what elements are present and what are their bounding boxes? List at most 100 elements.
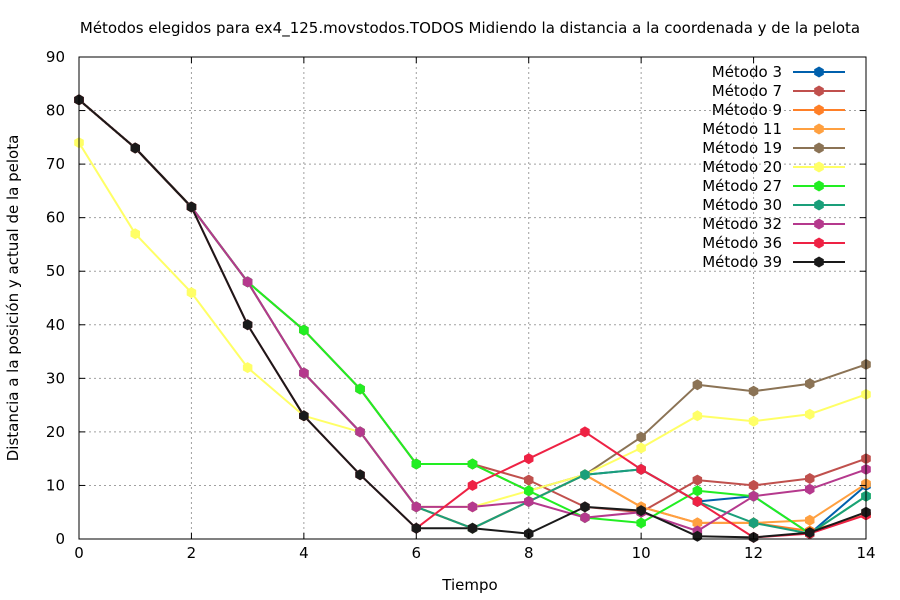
series-point	[524, 474, 534, 486]
y-tick-label: 40	[46, 316, 65, 334]
series-point	[524, 496, 534, 507]
y-tick-label: 50	[46, 262, 65, 280]
series-point	[299, 324, 309, 336]
series-point	[805, 473, 815, 484]
series-point	[242, 319, 253, 331]
series-point	[411, 458, 421, 470]
legend-label: Método 20	[702, 158, 782, 176]
legend-marker	[814, 218, 824, 230]
x-tick-label: 4	[299, 544, 309, 562]
series-point	[636, 431, 646, 443]
legend-marker	[814, 161, 824, 173]
series-point	[748, 385, 759, 397]
legend-label: Método 19	[702, 139, 782, 157]
legend-marker	[814, 256, 824, 268]
series-point	[524, 485, 534, 497]
x-axis-label: Tiempo	[441, 576, 497, 594]
series-point	[186, 201, 197, 213]
series-point	[805, 514, 815, 526]
y-tick-label: 20	[46, 423, 65, 441]
x-tick-label: 2	[187, 544, 197, 562]
legend-marker	[814, 199, 824, 211]
y-tick-label: 70	[46, 155, 65, 173]
series-point	[355, 426, 365, 438]
legend-item: Método 9	[712, 101, 845, 119]
series-point	[692, 485, 703, 497]
series-point	[580, 469, 590, 481]
legend-marker	[814, 66, 824, 78]
series-point	[355, 469, 365, 481]
y-tick-label: 60	[46, 209, 65, 227]
x-tick-label: 14	[856, 544, 875, 562]
x-tick-label: 0	[74, 544, 84, 562]
y-tick-label: 30	[46, 369, 65, 387]
series-point	[411, 501, 421, 513]
legend-marker	[814, 123, 824, 135]
legend-label: Método 32	[702, 215, 782, 233]
axis-ticks	[78, 56, 867, 540]
legend-marker	[814, 237, 824, 249]
legend-marker	[814, 85, 824, 97]
series-point	[692, 410, 703, 422]
legend-label: Método 39	[702, 253, 782, 271]
legend-label: Método 27	[702, 177, 782, 195]
x-tick-label: 10	[632, 544, 651, 562]
series-point	[524, 453, 534, 465]
series-point	[636, 505, 646, 517]
legend-item: Método 19	[702, 139, 845, 157]
plot-border	[78, 56, 867, 540]
legend-label: Método 9	[712, 101, 782, 119]
legend-item: Método 11	[702, 120, 845, 138]
series-point	[748, 415, 759, 427]
legend-label: Método 3	[712, 63, 782, 81]
grid-lines	[79, 57, 866, 539]
series-point	[805, 483, 815, 495]
series-point	[467, 458, 478, 470]
series-point	[580, 426, 590, 438]
series-point	[467, 501, 478, 513]
series-point	[299, 410, 309, 422]
series-point	[186, 287, 197, 299]
series-point	[692, 474, 703, 486]
y-tick-label: 80	[46, 102, 65, 120]
series-point	[748, 490, 759, 502]
x-tick-label: 12	[744, 544, 763, 562]
series-point	[580, 512, 590, 524]
series-point	[411, 522, 421, 534]
series-point	[748, 479, 759, 491]
legend-item: Método 32	[702, 215, 845, 233]
legend-label: Método 36	[702, 234, 782, 252]
legend-marker	[814, 104, 824, 116]
legend-label: Método 30	[702, 196, 782, 214]
series-point	[242, 276, 253, 288]
series-point	[299, 367, 309, 379]
series-point	[805, 378, 815, 390]
y-axis-label: Distancia a la posición y actual de la p…	[4, 135, 22, 462]
legend-marker	[814, 142, 824, 154]
y-tick-label: 90	[46, 48, 65, 66]
y-tick-labels: 0 10 20 30 40 50 60 70 80 90	[46, 48, 65, 548]
legend-item: Método 7	[712, 82, 845, 100]
series-point	[748, 517, 759, 529]
series-point	[636, 463, 646, 475]
series-point	[692, 517, 703, 529]
y-tick-label: 10	[46, 476, 65, 494]
legend-item: Método 3	[712, 63, 845, 81]
x-tick-label: 6	[412, 544, 422, 562]
series-point	[580, 501, 590, 513]
series-point	[636, 442, 646, 454]
legend-item: Método 27	[702, 177, 845, 195]
chart-title: Métodos elegidos para ex4_125.movstodos.…	[80, 19, 860, 38]
series-point	[242, 362, 253, 374]
series-point	[467, 522, 478, 534]
series-point	[467, 479, 478, 491]
legend-item: Método 20	[702, 158, 845, 176]
series-point	[805, 527, 815, 539]
legend-label: Método 7	[712, 82, 782, 100]
x-tick-label: 8	[524, 544, 534, 562]
y-tick-label: 0	[55, 530, 65, 548]
x-tick-labels: 0 2 4 6 8 10 12 14	[74, 544, 875, 562]
legend-item: Método 30	[702, 196, 845, 214]
series-point	[130, 228, 140, 240]
